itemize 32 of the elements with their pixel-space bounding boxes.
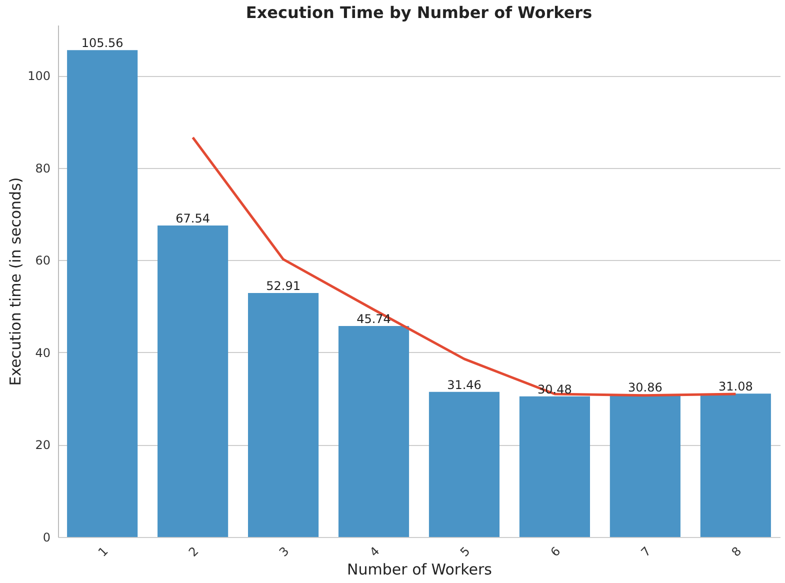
y-tick-label: 20 bbox=[35, 438, 50, 452]
x-tick-label: 5 bbox=[457, 544, 473, 560]
bar bbox=[610, 394, 680, 537]
y-tick-label: 60 bbox=[35, 254, 50, 268]
y-tick-label: 80 bbox=[35, 161, 50, 176]
y-axis-title: Execution time (in seconds) bbox=[6, 177, 25, 386]
bar bbox=[67, 50, 138, 537]
data-label: 31.46 bbox=[447, 378, 482, 392]
y-tick-label: 100 bbox=[28, 69, 50, 84]
x-tick-label: 7 bbox=[638, 544, 654, 560]
y-tick-label: 40 bbox=[35, 346, 50, 360]
x-tick-label: 2 bbox=[186, 544, 202, 560]
bar bbox=[338, 326, 410, 537]
x-tick-label: 4 bbox=[366, 544, 382, 560]
y-tick-label: 0 bbox=[42, 530, 50, 544]
bar bbox=[519, 396, 590, 537]
data-label: 45.74 bbox=[356, 312, 391, 326]
data-label: 105.56 bbox=[81, 36, 124, 50]
x-axis-title: Number of Workers bbox=[347, 560, 492, 579]
data-label: 52.91 bbox=[266, 278, 300, 293]
data-label: 31.08 bbox=[718, 380, 753, 394]
x-tick-label: 6 bbox=[548, 544, 564, 560]
data-label: 67.54 bbox=[176, 211, 210, 226]
x-tick-label: 3 bbox=[276, 544, 292, 560]
bar bbox=[700, 394, 771, 537]
chart-title: Execution Time by Number of Workers bbox=[246, 3, 592, 22]
bar bbox=[428, 392, 500, 537]
x-tick-label: 8 bbox=[728, 544, 744, 560]
bar bbox=[248, 292, 319, 537]
bar bbox=[158, 225, 228, 537]
data-label: 30.86 bbox=[628, 380, 662, 395]
x-tick-label: 1 bbox=[96, 544, 111, 560]
